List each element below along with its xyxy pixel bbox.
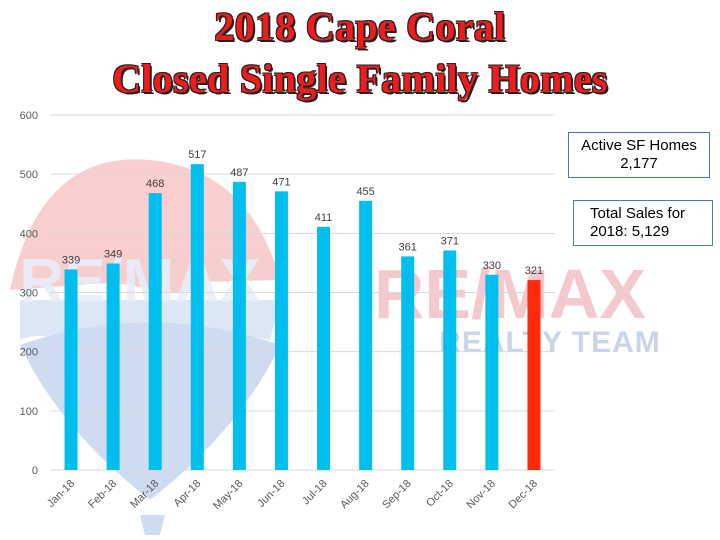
bar — [527, 280, 541, 470]
bar — [485, 274, 499, 470]
active-homes-value: 2,177 — [620, 155, 658, 172]
y-tick-label: 200 — [20, 347, 38, 359]
total-sales-value: 2018: 5,129 — [590, 223, 670, 240]
y-tick-label: 600 — [20, 110, 38, 122]
data-labels: 339 349 468 517 487 471 411 455 361 371 330 321 — [62, 149, 543, 277]
x-tick-label: Jan-18 — [45, 478, 77, 510]
bar — [190, 164, 204, 470]
data-label: 471 — [272, 176, 290, 188]
x-tick-label: May-18 — [211, 478, 245, 512]
bar — [274, 191, 288, 470]
x-tick-label: Feb-18 — [86, 478, 119, 511]
chart-title-line1: 2018 Cape Coral — [214, 4, 506, 49]
watermark-right-text: RE/MAX — [374, 255, 647, 333]
data-label: 468 — [146, 178, 164, 190]
data-label: 361 — [399, 241, 417, 253]
y-tick-label: 300 — [20, 288, 38, 300]
x-tick-label: Jul-18 — [300, 478, 330, 508]
bar — [359, 200, 373, 470]
y-tick-label: 500 — [20, 169, 38, 181]
data-label: 487 — [230, 167, 248, 179]
bar — [148, 193, 162, 470]
y-tick-label: 400 — [20, 228, 38, 240]
total-sales-box: Total Sales for 2018: 5,129 — [573, 200, 713, 246]
x-tick-label: Dec-18 — [507, 478, 541, 512]
bars — [64, 164, 541, 470]
bar — [443, 250, 457, 470]
bar — [64, 269, 78, 470]
watermark-left-text: RE/MAX — [19, 247, 260, 316]
bar — [232, 181, 246, 470]
x-tick-label: Oct-18 — [424, 478, 456, 510]
y-tick-label: 0 — [32, 465, 38, 477]
data-label: 411 — [315, 212, 333, 224]
x-axis: Jan-18 Feb-18 Mar-18 Apr-18 May-18 Jun-18 Jul-… — [45, 478, 540, 512]
data-label: 321 — [525, 265, 543, 277]
remax-logo-watermark: RE/MAX RE/MAX REALTY TEAM — [19, 247, 661, 359]
watermark-subtitle: REALTY TEAM — [439, 326, 661, 359]
y-tick-label: 100 — [20, 406, 38, 418]
x-tick-label: Nov-18 — [464, 478, 498, 512]
bar — [401, 256, 415, 470]
data-label: 330 — [483, 260, 501, 272]
active-homes-box: Active SF Homes 2,177 — [568, 132, 710, 178]
x-tick-label: Aug-18 — [338, 478, 372, 512]
bar — [317, 226, 331, 470]
x-tick-label: Jun-18 — [255, 478, 287, 510]
data-label: 455 — [356, 186, 374, 198]
y-axis: 0 100 200 300 400 500 600 — [20, 110, 38, 477]
data-label: 517 — [188, 149, 206, 161]
bar — [106, 263, 120, 470]
gridlines — [50, 114, 555, 471]
x-tick-label: Apr-18 — [172, 478, 204, 510]
data-label: 349 — [104, 249, 122, 261]
data-label: 371 — [441, 235, 459, 247]
chart-title-line2: Closed Single Family Homes — [112, 56, 608, 101]
data-label: 339 — [62, 254, 80, 266]
x-tick-label: Sep-18 — [380, 478, 414, 512]
active-homes-label: Active SF Homes — [581, 137, 697, 154]
total-sales-label: Total Sales for — [590, 205, 686, 222]
